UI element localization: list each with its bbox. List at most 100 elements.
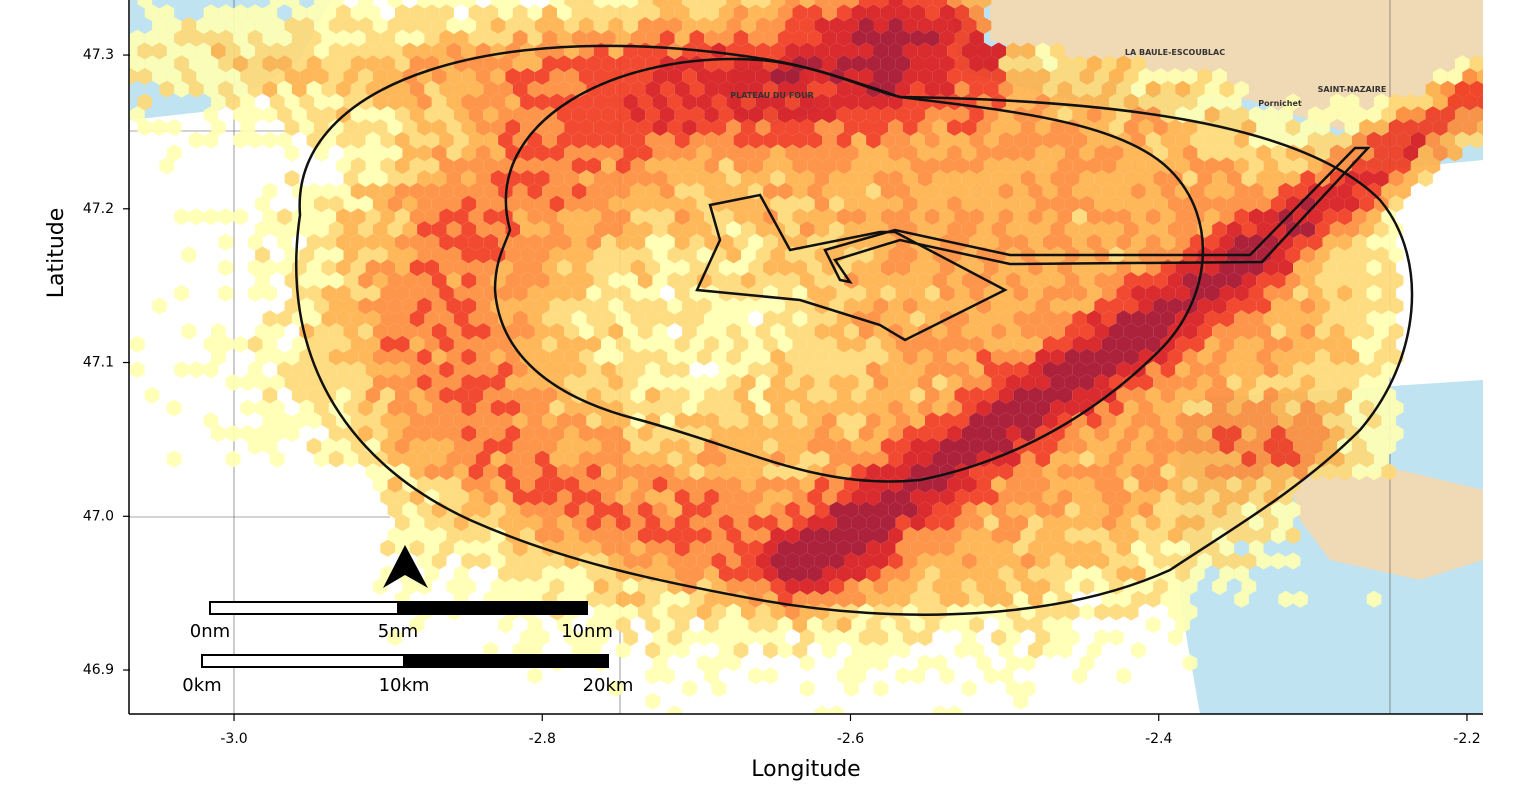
hexbin-cell: [196, 42, 211, 60]
hexbin-cell: [873, 629, 889, 646]
y-tick-label: 47.1: [83, 355, 114, 371]
hexbin-cell: [424, 208, 440, 226]
hexbin-cell: [829, 17, 844, 34]
hexbin-cell: [586, 106, 602, 124]
hexbin-cell: [181, 323, 197, 340]
hexbin-cell: [652, 17, 668, 34]
hexbin-cell: [144, 386, 160, 404]
scale-label: 10km: [379, 675, 430, 696]
hexbin-cell: [799, 68, 815, 85]
hexbin-cell: [1145, 412, 1161, 430]
hexbin-cell: [895, 667, 911, 685]
hexbin-cell: [431, 246, 447, 264]
hexbin-cell: [711, 450, 727, 468]
scale-segment: [209, 601, 399, 615]
hexbin-cell: [211, 17, 226, 34]
hexbin-cell: [1190, 463, 1205, 481]
hexbin-cell: [483, 157, 499, 175]
hexbin-cell: [1050, 527, 1065, 544]
hexbin-cell: [299, 374, 314, 391]
hexbin-cell: [1028, 412, 1043, 430]
hexbin-cell: [1028, 565, 1043, 583]
hexbin-cell: [954, 29, 970, 47]
hexbin-cell: [726, 221, 741, 238]
hexbin-cell: [174, 361, 189, 379]
hexbin-cell: [409, 437, 425, 455]
hexbin-cell: [601, 55, 616, 73]
hexbin-cell: [284, 119, 300, 136]
hexbin-cell: [667, 629, 683, 646]
hexbin-cell: [225, 68, 241, 85]
hexbin-cell: [888, 272, 903, 289]
hexbin-cell: [704, 539, 719, 557]
hexbin-cell: [1094, 501, 1109, 519]
hexbin-cell: [1359, 195, 1374, 213]
hexbin-cell: [932, 17, 948, 34]
hexbin-cell: [1219, 284, 1235, 302]
hexbin-cell: [1271, 144, 1286, 162]
hexbin-cell: [498, 463, 513, 481]
hexbin-cell: [1263, 437, 1279, 455]
hexbin-cell: [696, 68, 712, 85]
hexbin-cell: [372, 68, 388, 85]
hexbin-cell: [1131, 539, 1146, 557]
hexbin-cell: [1344, 323, 1360, 340]
hexbin-cell: [991, 297, 1006, 315]
hexbin-cell: [461, 450, 476, 468]
hexbin-cell: [579, 0, 594, 9]
hexbin-cell: [453, 259, 469, 277]
hexbin-cell: [822, 437, 837, 455]
hexbin-cell: [1263, 310, 1279, 328]
hexbin-cell: [402, 119, 418, 136]
hexbin-cell: [1167, 119, 1183, 136]
hexbin-cell: [637, 374, 653, 391]
hexbin-cell: [512, 437, 528, 455]
hexbin-cell: [1167, 221, 1183, 238]
hexbin-cell: [1271, 552, 1286, 570]
hexbin-cell: [1131, 208, 1146, 226]
hexbin-cell: [1256, 272, 1271, 289]
hexbin-cell: [498, 488, 513, 506]
hexbin-cell: [269, 68, 285, 85]
hexbin-cell: [446, 348, 462, 366]
hexbin-cell: [579, 629, 594, 646]
hexbin-cell: [983, 386, 999, 404]
hexbin-cell: [755, 603, 771, 621]
hexbin-cell: [1388, 425, 1404, 442]
hexbin-cell: [1403, 170, 1419, 187]
hexbin-cell: [1352, 182, 1367, 200]
hexbin-cell: [1212, 425, 1227, 442]
hexbin-cell: [1064, 195, 1080, 213]
hexbin-cell: [1485, 55, 1500, 72]
hexbin-cell: [321, 208, 337, 226]
hexbin-cell: [1366, 259, 1382, 277]
hexbin-cell: [660, 106, 675, 124]
hexbin-cell: [1182, 93, 1198, 111]
hexbin-cell: [579, 246, 594, 264]
hexbin-cell: [476, 450, 491, 468]
hexbin-cell: [453, 539, 469, 557]
hexbin-cell: [402, 42, 418, 60]
hexbin-cell: [1050, 272, 1065, 289]
hexbin-cell: [476, 195, 491, 213]
hexbin-cell: [431, 272, 447, 289]
hexbin-cell: [1226, 170, 1242, 187]
hexbin-cell: [468, 157, 484, 175]
hexbin-cell: [1226, 93, 1242, 111]
hexbin-cell: [718, 539, 734, 557]
hexbin-cell: [615, 514, 631, 532]
hexbin-cell: [549, 0, 565, 9]
hexbin-cell: [365, 412, 381, 430]
hexbin-cell: [446, 578, 462, 595]
hexbin-cell: [564, 221, 579, 238]
hexbin-cell: [726, 297, 741, 315]
hexbin-cell: [225, 450, 241, 468]
hexbin-cell: [321, 361, 337, 379]
hexbin-cell: [976, 374, 992, 391]
hexbin-cell: [476, 348, 491, 366]
hexbin-cell: [645, 539, 660, 557]
hexbin-cell: [1337, 386, 1352, 404]
hexbin-cell: [637, 450, 653, 468]
hexbin-cell: [711, 654, 727, 672]
hexbin-cell: [365, 233, 381, 251]
